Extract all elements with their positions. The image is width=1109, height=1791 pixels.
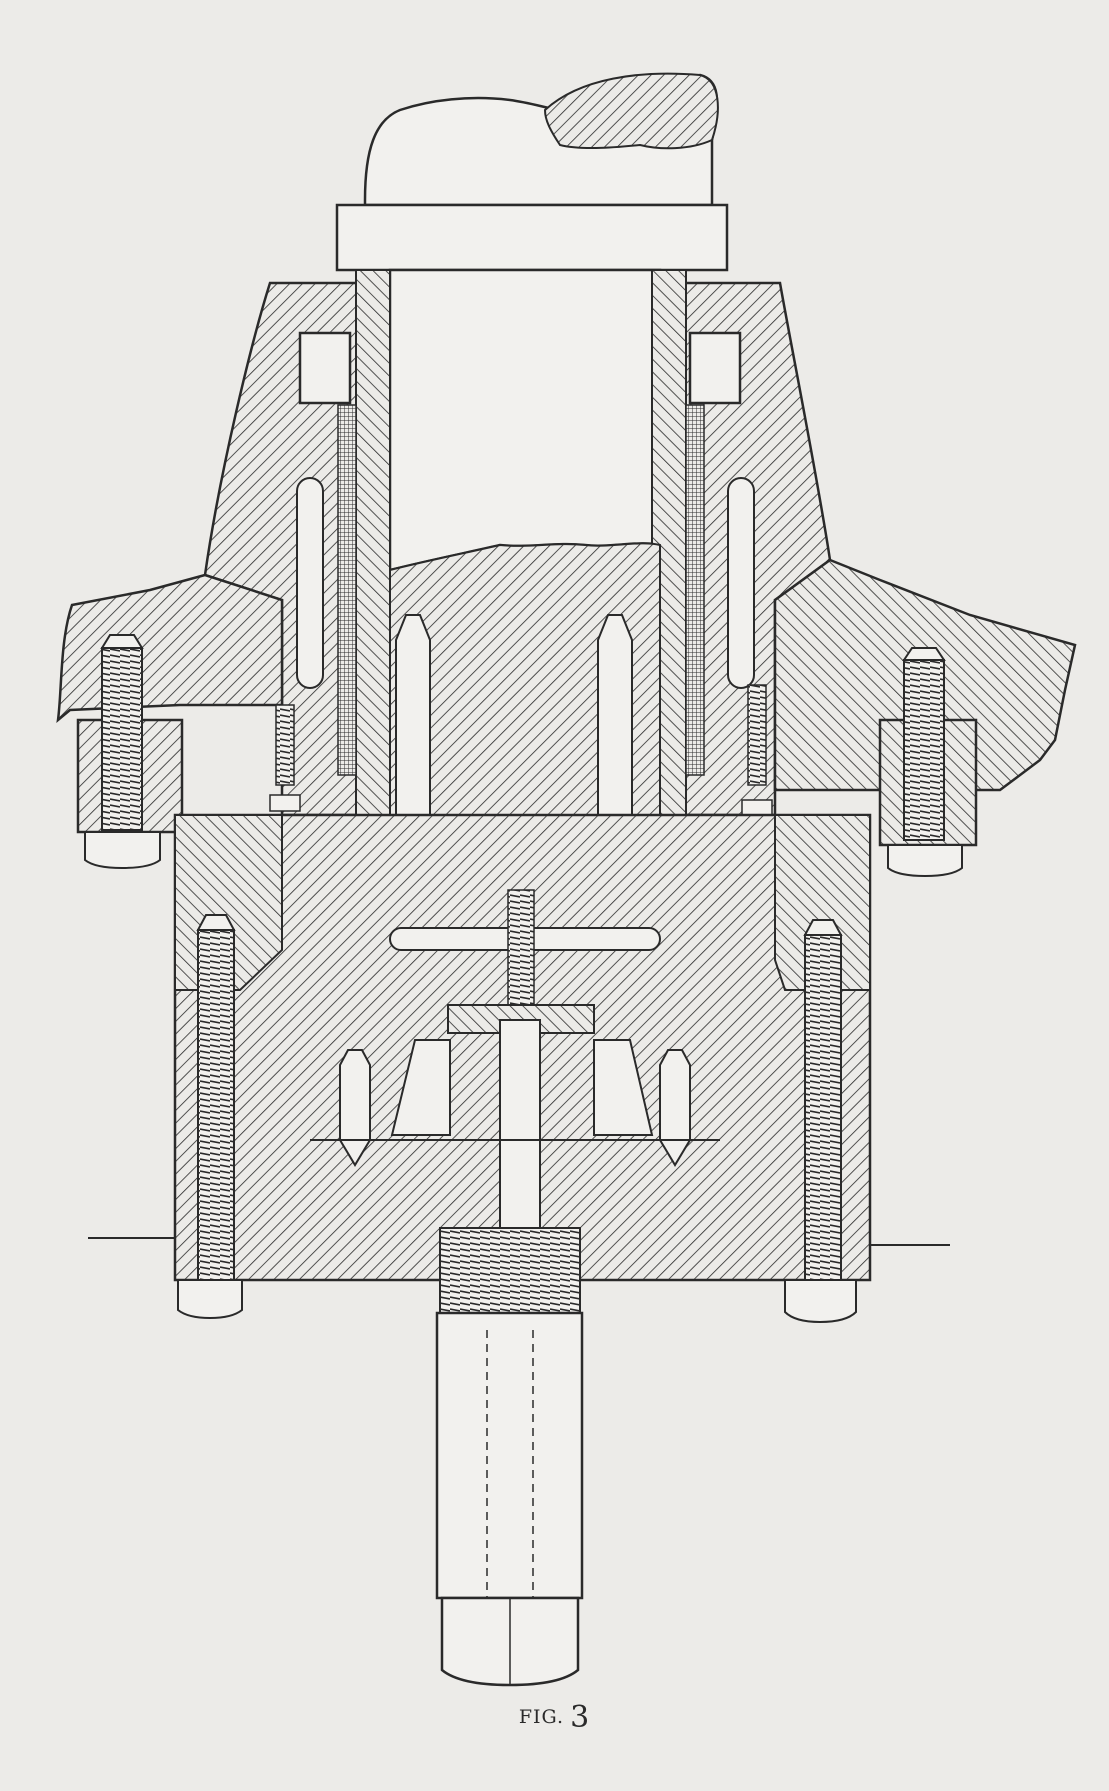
left-small-stud-nut <box>269 794 301 812</box>
left-packing <box>337 404 357 776</box>
right-slot <box>727 477 755 689</box>
left-sleeve <box>355 269 391 861</box>
right-flange-nut <box>887 844 963 878</box>
left-lower-pin <box>339 1049 371 1167</box>
left-cone <box>390 1039 451 1136</box>
right-flange-bolt-tip <box>902 647 946 661</box>
left-slot <box>296 477 324 689</box>
right-bottom-nut <box>784 1279 857 1324</box>
drive-shaft <box>435 1311 584 1600</box>
center-spindle <box>499 1019 541 1231</box>
left-bottom-nut <box>177 1279 243 1320</box>
threaded-plug <box>439 1227 581 1314</box>
left-flange-bolt-tip <box>100 634 144 649</box>
left-flange <box>56 573 284 724</box>
upper-hatched-region <box>543 72 719 150</box>
right-long-stud-tip <box>803 919 843 936</box>
right-pocket <box>688 331 742 405</box>
right-small-stud <box>747 684 767 786</box>
left-flange-bolt <box>101 647 143 831</box>
central-bore <box>388 268 662 572</box>
caption-number: 3 <box>570 1700 591 1735</box>
left-pocket <box>298 331 352 405</box>
right-cone <box>593 1039 654 1136</box>
center-upper-bolt <box>507 889 535 1021</box>
right-small-stud-nut <box>741 799 773 817</box>
right-flange-bolt <box>903 659 945 841</box>
left-long-stud-tip <box>196 914 236 931</box>
left-small-stud <box>275 704 295 786</box>
right-long-stud <box>804 934 842 1281</box>
caption-prefix: FIG. <box>518 1706 565 1728</box>
collar-plate <box>335 203 729 272</box>
right-packing <box>685 404 705 776</box>
figure-caption: FIG. 3 <box>0 1700 1109 1735</box>
left-flange-nut <box>84 831 161 870</box>
right-lower-pin <box>659 1049 691 1167</box>
piston-core <box>389 542 661 861</box>
left-long-stud <box>197 929 235 1281</box>
